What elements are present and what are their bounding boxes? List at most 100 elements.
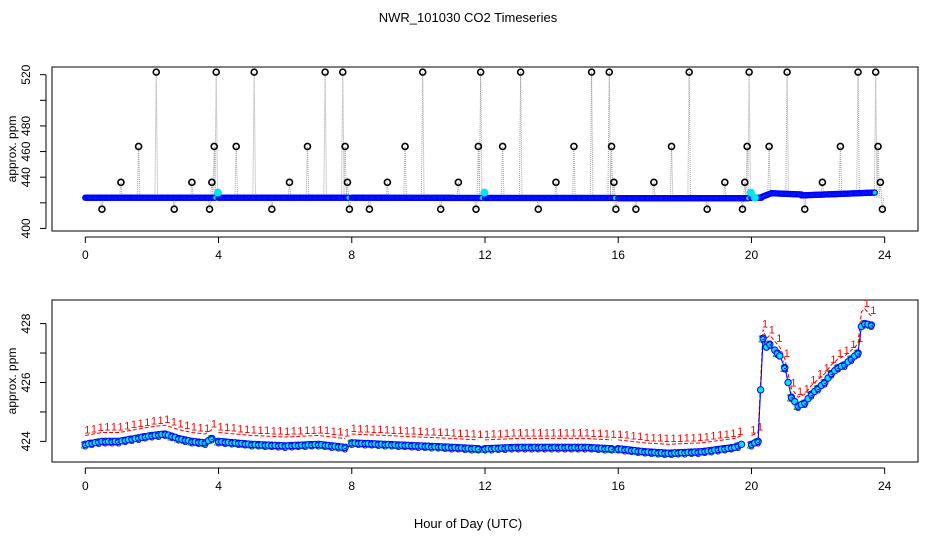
bottom-series-1-marker: 1 [551, 427, 557, 439]
x-axis-label: Hour of Day (UTC) [414, 516, 522, 531]
bottom-series-3-marker: 3 [462, 444, 468, 456]
top-x-tick-label: 4 [215, 248, 222, 262]
top-spike-point [117, 178, 125, 187]
top-spike-point [765, 142, 773, 151]
bottom-series-1-marker: 1 [604, 429, 610, 441]
bottom-series-1-marker: 1 [664, 433, 670, 445]
bottom-series-1-marker: 1 [271, 425, 277, 437]
bottom-series-3-point [756, 386, 765, 394]
top-raw-spike-lines [100, 72, 885, 210]
bottom-series-1-marker: 1 [158, 415, 164, 427]
top-spike-point [345, 205, 354, 214]
top-spike-point [534, 205, 543, 214]
top-x-tick-label: 24 [878, 248, 892, 262]
bottom-series-3-marker: 3 [728, 444, 734, 456]
bottom-series-1-marker: 1 [544, 427, 550, 439]
top-spike-point [476, 68, 485, 76]
bottom-series-1-marker: 1 [684, 433, 690, 445]
bottom-series-3-point [776, 352, 784, 360]
bottom-series-3-marker: 3 [555, 443, 561, 455]
bottom-series-1-marker: 1 [291, 426, 297, 438]
bottom-series-3-marker: 3 [349, 439, 355, 451]
bottom-series-3-marker: 3 [542, 443, 548, 455]
bottom-series-3-marker: 3 [435, 443, 441, 455]
bottom-series-3-marker: 3 [482, 445, 488, 457]
bottom-series-3-marker: 3 [82, 440, 88, 452]
top-spike-point [401, 142, 409, 151]
bottom-series-1-marker: 1 [537, 427, 543, 439]
bottom-series-1-marker: 1 [404, 425, 410, 437]
bottom-series-1-marker: 1 [776, 333, 782, 345]
bottom-series-3-marker: 3 [628, 446, 634, 458]
bottom-series-3-marker: 3 [449, 443, 455, 455]
bottom-series-3-marker: 3 [589, 444, 595, 456]
bottom-series-3-marker: 3 [855, 349, 861, 361]
top-flag-point [213, 188, 222, 197]
bottom-series-1-marker: 1 [411, 426, 417, 438]
bottom-series-1-marker: 1 [138, 418, 144, 430]
bottom-series-3-marker: 3 [535, 443, 541, 455]
bottom-series-3-marker: 3 [595, 444, 601, 456]
top-spike-point [743, 142, 751, 151]
bottom-series-3-marker: 3 [662, 449, 668, 461]
bottom-x-tick-label: 8 [348, 479, 355, 493]
bottom-series-3-marker: 3 [375, 440, 381, 452]
bottom-series-3-marker: 3 [609, 445, 615, 457]
bottom-series-3-marker: 3 [489, 444, 495, 456]
bottom-series-1-marker: 1 [244, 424, 250, 436]
bottom-series-1-marker: 1 [624, 430, 630, 442]
bottom-series-3-marker: 3 [715, 445, 721, 457]
top-spike-point [878, 205, 887, 214]
top-x-tick-label: 8 [348, 248, 355, 262]
bottom-series-3-marker: 3 [582, 443, 588, 455]
bottom-series-1-marker: 1 [344, 427, 350, 439]
bottom-series-3-marker: 3 [708, 446, 714, 458]
bottom-series-3-marker: 3 [569, 443, 575, 455]
bottom-series-3-marker: 3 [269, 441, 275, 453]
bottom-series-1-marker: 1 [104, 422, 110, 434]
bottom-y-axis-title: approx. ppm [5, 348, 19, 415]
bottom-series-1-marker: 1 [204, 423, 210, 435]
bottom-series-3-marker: 3 [475, 445, 481, 457]
top-spike-point [268, 205, 276, 214]
bottom-series-3-marker: 3 [602, 444, 608, 456]
top-spike-point [874, 142, 882, 151]
bottom-series-3-point [754, 437, 762, 446]
bottom-series-1-marker: 1 [864, 298, 870, 310]
bottom-series-1-marker: 1 [304, 425, 310, 437]
bottom-series-3-marker: 3 [575, 443, 581, 455]
bottom-series-1-line [751, 308, 872, 436]
bottom-series-1-marker: 1 [710, 431, 716, 443]
top-flag-point [750, 193, 759, 202]
bottom-series-3-marker: 3 [509, 444, 515, 456]
bottom-series-3-marker: 3 [748, 440, 754, 452]
bottom-series-3-marker: 3 [735, 442, 741, 454]
bottom-series-1-marker: 1 [564, 427, 570, 439]
top-spike-point [250, 68, 258, 76]
bottom-series-3-marker: 3 [655, 449, 661, 461]
bottom-series-3-marker: 3 [289, 442, 295, 454]
top-spike-point [208, 178, 216, 187]
bottom-series-1-marker: 1 [650, 432, 656, 444]
bottom-series-1-marker: 1 [251, 424, 257, 436]
bottom-series-1-marker: 1 [597, 428, 603, 440]
figure-title: NWR_101030 CO2 Timeseries [379, 10, 558, 25]
top-plot-frame [51, 66, 919, 232]
bottom-series-1-marker: 1 [657, 433, 663, 445]
top-spike-point [570, 142, 578, 151]
top-flag-point [480, 188, 489, 197]
bottom-series-3-marker: 3 [229, 439, 235, 451]
bottom-series-3-marker: 3 [668, 449, 674, 461]
bottom-series-1-marker: 1 [790, 377, 796, 389]
top-y-tick-label: 480 [19, 116, 33, 136]
bottom-series-1-marker: 1 [337, 427, 343, 439]
bottom-y-tick-label: 424 [19, 431, 33, 451]
top-spike-point [587, 68, 596, 76]
bottom-series-1-marker: 1 [224, 422, 230, 434]
bottom-series-1-marker: 1 [491, 429, 497, 441]
top-x-tick-label: 16 [612, 248, 626, 262]
bottom-series-1-marker: 1 [451, 427, 457, 439]
bottom-series-3-marker: 3 [808, 390, 814, 402]
top-spike-point [212, 68, 221, 76]
bottom-series-1-marker: 1 [257, 425, 263, 437]
